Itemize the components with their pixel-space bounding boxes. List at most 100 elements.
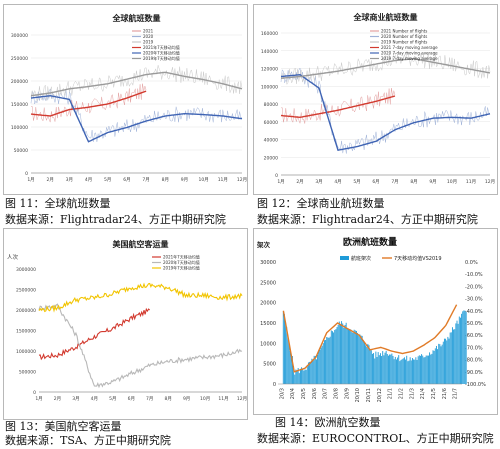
bar xyxy=(451,327,453,384)
bar xyxy=(309,361,311,384)
bar xyxy=(379,353,381,384)
figure-caption: 图 14：欧洲航空数量 xyxy=(275,416,381,429)
bar xyxy=(355,330,357,384)
bar xyxy=(373,353,375,384)
bar xyxy=(430,354,432,384)
bar xyxy=(441,344,443,384)
bar xyxy=(351,332,353,384)
y-tick-label: 140000 xyxy=(261,49,278,55)
figure-source: 数据来源：Flightradar24、方正中期研究院 xyxy=(5,213,226,226)
y-tick-label: 100000 xyxy=(11,125,28,131)
y2-tick-label: -20.0% xyxy=(465,284,483,290)
x-tick-label: 21/5 xyxy=(431,388,437,399)
y-tick-label: 20000 xyxy=(264,155,278,161)
bar xyxy=(335,329,337,384)
bar xyxy=(334,329,336,384)
bar xyxy=(296,370,298,384)
x-tick-label: 21/2 xyxy=(398,388,404,399)
bar xyxy=(350,329,352,384)
bar xyxy=(361,335,363,384)
y-tick-label: 300000 xyxy=(11,33,28,39)
figure-caption: 图 13：美国航空客运量 xyxy=(5,420,122,433)
bar xyxy=(410,360,412,384)
x-tick-label: 12月 xyxy=(485,179,495,185)
x-tick-label: 7月 xyxy=(146,396,153,402)
bar xyxy=(397,357,399,384)
bar xyxy=(365,345,367,384)
bar xyxy=(333,332,335,384)
figure-caption: 图 11：全球航班数量 xyxy=(5,197,111,210)
bar xyxy=(305,369,307,384)
x-tick-label: 10月 xyxy=(200,396,210,402)
x-tick-label: 20/3 xyxy=(279,388,285,399)
x-tick-label: 6月 xyxy=(372,179,379,185)
bar xyxy=(298,373,300,384)
bar xyxy=(458,316,460,384)
legend-label: 2019年7天移动均值 xyxy=(163,265,200,271)
bar xyxy=(429,352,431,384)
bar xyxy=(317,354,319,384)
x-tick-label: 5月 xyxy=(353,179,360,185)
bar xyxy=(421,354,423,384)
y-tick-label: 20000 xyxy=(260,301,276,307)
bar xyxy=(455,323,457,384)
x-tick-label: 8月 xyxy=(410,179,417,185)
bar xyxy=(413,359,415,384)
x-tick-label: 5月 xyxy=(104,177,111,183)
bar xyxy=(398,355,400,384)
x-tick-label: 6月 xyxy=(128,396,135,402)
x-tick-label: 20/11 xyxy=(366,388,372,402)
bar xyxy=(338,321,340,384)
y-tick-label: 25000 xyxy=(260,280,276,286)
bar xyxy=(360,335,362,384)
bar xyxy=(290,356,292,384)
y-tick-label: 0 xyxy=(33,390,36,396)
y2-tick-label: -60.0% xyxy=(465,333,483,339)
bar xyxy=(393,359,395,384)
x-tick-label: 3月 xyxy=(66,177,73,183)
bar xyxy=(358,335,360,384)
bar xyxy=(403,357,405,384)
legend-label: 2019 Number of flights xyxy=(381,40,427,45)
bar xyxy=(425,355,427,384)
bar xyxy=(366,346,368,384)
bar xyxy=(454,329,456,384)
series-line xyxy=(280,95,396,119)
legend-label: 2020年7天移动均值 xyxy=(143,50,180,56)
bar xyxy=(378,355,380,384)
x-tick-label: 20/12 xyxy=(377,388,383,402)
bar xyxy=(347,329,349,384)
y-tick-label: 250000 xyxy=(11,56,28,62)
y-tick-label: 30000 xyxy=(260,260,276,266)
series-line xyxy=(38,307,151,361)
bar xyxy=(318,350,320,384)
bar xyxy=(327,337,329,384)
y2-tick-label: -40.0% xyxy=(465,309,483,315)
y-tick-label: 0 xyxy=(273,382,276,388)
bar xyxy=(462,311,464,384)
bar xyxy=(405,359,407,384)
bar xyxy=(411,358,413,384)
bar xyxy=(328,337,330,384)
bar xyxy=(427,355,429,384)
y-tick-label: 10000 xyxy=(260,341,276,347)
bar xyxy=(339,324,341,384)
bar xyxy=(395,359,397,384)
bar xyxy=(326,337,328,384)
bar xyxy=(408,360,410,384)
bar xyxy=(337,324,339,384)
bar xyxy=(386,354,388,384)
bar xyxy=(375,351,377,384)
bar xyxy=(297,367,299,384)
bar xyxy=(368,345,370,384)
y-tick-label: 0 xyxy=(275,173,278,179)
legend-label: 2020年7天移动均值 xyxy=(163,259,200,265)
bar xyxy=(463,310,465,384)
bar xyxy=(329,336,331,384)
bar xyxy=(369,349,371,384)
bar xyxy=(342,323,344,384)
bar xyxy=(314,356,316,384)
series-line xyxy=(38,282,243,313)
bar xyxy=(447,336,449,384)
